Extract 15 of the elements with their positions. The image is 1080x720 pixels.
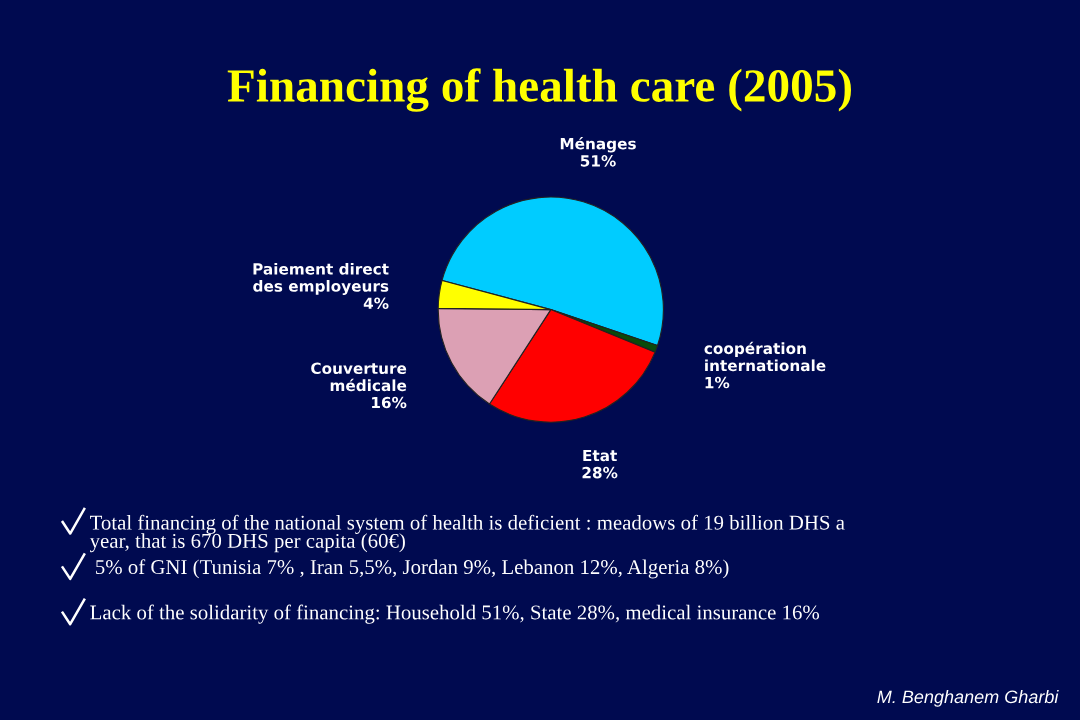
data-label: 51% bbox=[580, 155, 616, 167]
text: Lack of the solidarity of financing: Household 51%, State 28%, medical insurance 16% bbox=[90, 604, 820, 624]
data-label: 1% bbox=[705, 376, 730, 389]
data-label: 16% bbox=[372, 396, 407, 409]
slice-label: Etat bbox=[583, 449, 617, 462]
data-label: 28% bbox=[582, 466, 618, 479]
text: M. Benghanem Gharbi bbox=[877, 689, 1059, 707]
slice-label: Paiement direct des employeurs bbox=[253, 262, 389, 295]
data-label: 4% bbox=[363, 297, 389, 310]
chart-title: Financing of health care (2005) bbox=[227, 68, 851, 112]
text: Total financing of the national system of health is deficient : meadows of 19 billion DHS a year, that is 670 DHS per capita (60€) bbox=[89, 514, 845, 553]
slice-label: coopération internationale bbox=[704, 341, 826, 372]
slice-label: Couverture médicale bbox=[311, 362, 407, 392]
text: 5% of GNI (Tunisia 7% , Iran 5,5%, Jordan 9%, Lebanon 12%, Algeria 8%) bbox=[96, 559, 729, 579]
slice-label: Ménages bbox=[560, 136, 636, 153]
